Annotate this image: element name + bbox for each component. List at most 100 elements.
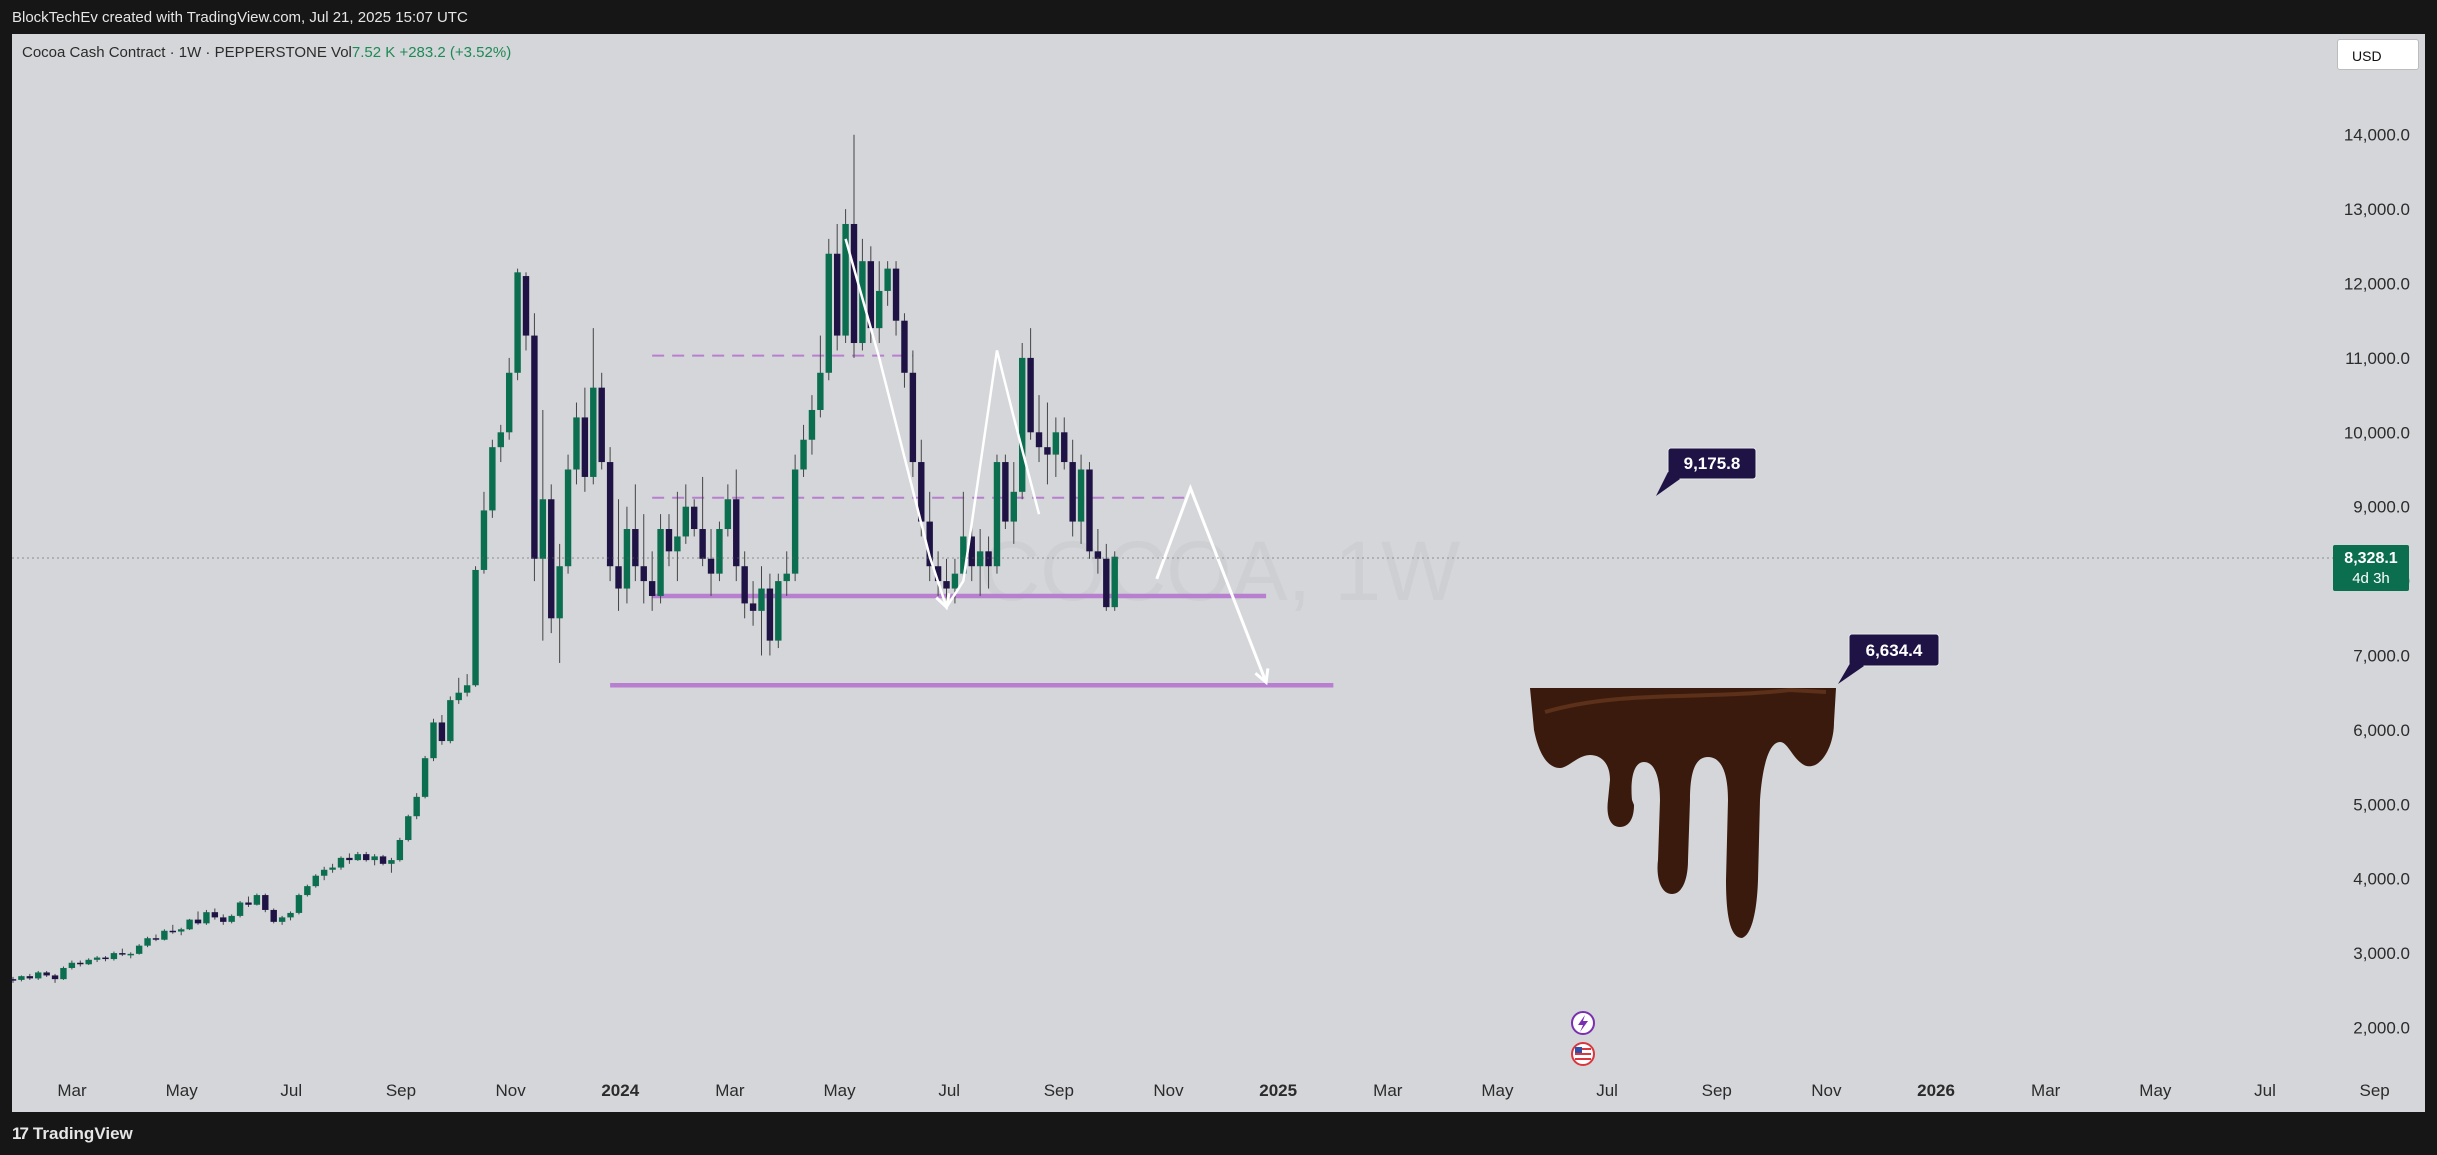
candle-up (35, 972, 42, 979)
candle-up (253, 895, 261, 905)
candle-down (9, 979, 17, 981)
projection-path (1155, 483, 1268, 683)
candle-up (228, 915, 235, 922)
bar-countdown: 4d 3h (2352, 570, 2390, 587)
candle-up (421, 758, 429, 797)
candle-up (60, 967, 67, 980)
chart-watermark: COCOA, 1W (980, 524, 1461, 618)
zigzag-arrowhead (935, 593, 951, 611)
candle-up (1077, 469, 1085, 522)
candle-up (127, 953, 134, 956)
time-tick-label: May (166, 1081, 199, 1100)
price-tick-label: 13,000.0 (2344, 200, 2410, 219)
currency-button[interactable]: USD (2337, 39, 2419, 70)
lightning-bolt-icon[interactable] (1571, 1011, 1595, 1035)
candle-down (1103, 558, 1110, 608)
time-tick-label: 2025 (1259, 1081, 1297, 1100)
symbol-legend[interactable]: Cocoa Cash Contract · 1W · PEPPERSTONE V… (22, 44, 512, 61)
candle-down (691, 506, 698, 530)
candle-up (674, 536, 681, 552)
time-tick-label: Mar (57, 1081, 87, 1100)
candle-down (648, 581, 656, 596)
attribution-text: BlockTechEv created with TradingView.com… (12, 9, 468, 26)
price-tick-label: 4,000.0 (2353, 870, 2410, 889)
candle-up (623, 529, 631, 589)
time-tick-label: Mar (715, 1081, 745, 1100)
time-tick-label: May (1481, 1081, 1514, 1100)
candle-up (463, 685, 471, 693)
candle-down (892, 268, 900, 321)
price-tick-label: 5,000.0 (2353, 795, 2410, 814)
candle-up (951, 573, 959, 589)
candle-down (1002, 462, 1009, 522)
candle-up (884, 268, 891, 291)
candle-up (842, 223, 849, 336)
candle-down (640, 566, 647, 582)
candle-down (1086, 469, 1093, 552)
time-tick-label: May (823, 1081, 856, 1100)
candle-down (985, 551, 992, 567)
candle-up (825, 253, 832, 373)
candle-up (783, 573, 790, 582)
us-flag-icon[interactable] (1571, 1042, 1595, 1066)
price-tick-label: 14,000.0 (2344, 126, 2410, 145)
tradingview-mark-icon: 17 (12, 1124, 29, 1143)
candle-down (346, 857, 353, 861)
time-axis: Mar May Jul Sep Nov 2024 Mar May Jul Sep Nov 2025 Ma… (57, 1081, 2389, 1100)
candle-up (18, 976, 25, 980)
candle-up (1111, 556, 1118, 608)
annotation-6634-box (1848, 633, 1940, 667)
candle-up (472, 569, 479, 686)
candle-down (926, 521, 933, 567)
symbol-interval: 1W (178, 44, 202, 61)
candle-up (539, 499, 547, 559)
candle-up (876, 290, 883, 329)
candle-down (245, 902, 252, 905)
candle-up (287, 912, 294, 918)
candle-up (564, 469, 572, 567)
candle-down (615, 566, 622, 589)
attribution-bar: BlockTechEv created with TradingView.com… (0, 0, 2437, 36)
price-tick-label: 10,000.0 (2344, 423, 2410, 442)
annotation-9175-label: 9,175.8 (1684, 454, 1741, 473)
tradingview-logo[interactable]: 17 TradingView (12, 1124, 133, 1144)
time-tick-label: Sep (2360, 1081, 2390, 1100)
candle-up (110, 953, 118, 960)
candle-down (1069, 462, 1076, 522)
candle-up (135, 945, 143, 954)
candle-down (934, 566, 942, 582)
price-tick-label: 11,000.0 (2345, 349, 2410, 368)
candle-up (817, 372, 824, 410)
annotation-9175-box (1667, 447, 1757, 480)
candle-down (77, 962, 84, 965)
candle-down (522, 276, 530, 336)
candle-down (833, 253, 841, 336)
candles (9, 134, 1118, 983)
candle-up (573, 417, 580, 470)
candle-up (430, 722, 437, 759)
annotation-6634-pointer (1838, 660, 1864, 684)
time-tick-label: 2026 (1917, 1081, 1955, 1100)
candle-down (632, 529, 639, 567)
time-tick-label: Nov (495, 1081, 526, 1100)
candle-up (93, 957, 101, 960)
candle-up (329, 867, 336, 870)
candle-down (43, 972, 50, 976)
last-price-tag (2333, 545, 2409, 591)
annotation-6634-label: 6,634.4 (1866, 641, 1923, 660)
time-tick-label: Nov (1153, 1081, 1184, 1100)
time-tick-label: 2024 (601, 1081, 639, 1100)
candle-up (161, 930, 168, 940)
zigzag-path (844, 238, 1041, 611)
chart-area[interactable] (12, 34, 2425, 1112)
candle-up (514, 272, 521, 373)
symbol-name: Cocoa Cash Contract (22, 44, 166, 61)
candle-down (901, 320, 908, 373)
candle-down (943, 581, 950, 589)
candle-up (497, 432, 504, 448)
time-tick-label: Sep (1702, 1081, 1732, 1100)
candle-down (699, 529, 706, 559)
candle-up (808, 409, 816, 440)
candle-up (556, 566, 563, 619)
